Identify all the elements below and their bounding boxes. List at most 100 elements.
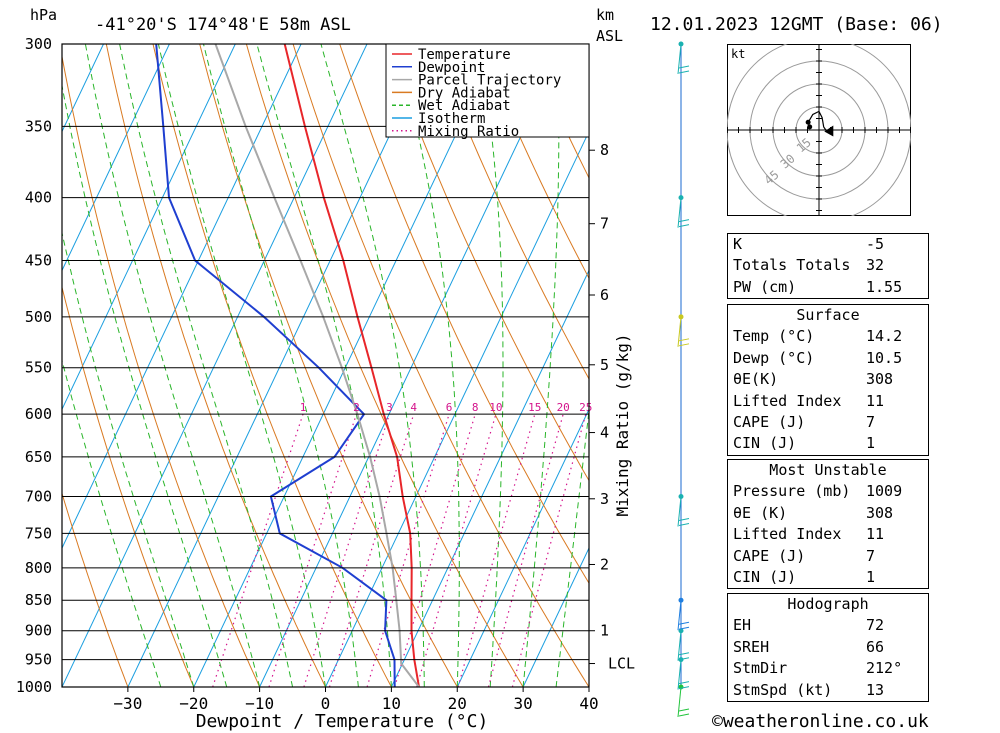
location-title: -41°20'S 174°48'E 58m ASL xyxy=(95,15,351,35)
table-row: Temp (°C) 14.2 xyxy=(728,326,928,347)
legend-entry: Isotherm xyxy=(418,111,485,127)
legend-entry: Dewpoint xyxy=(418,60,485,76)
row-value: -5 xyxy=(866,235,885,253)
pressure-tick-label: 900 xyxy=(25,622,52,640)
dry-adiabat-line xyxy=(199,44,458,687)
row-label: Temp (°C) xyxy=(733,327,815,346)
row-value: 72 xyxy=(866,616,885,635)
table-row: θE (K) 308 xyxy=(728,503,928,524)
mixing-ratio-label: 10 xyxy=(489,401,502,414)
row-label: Lifted Index xyxy=(733,525,842,544)
row-value: 308 xyxy=(866,503,894,522)
dry-adiabat-line xyxy=(947,44,1000,687)
km-tick-label: 7 xyxy=(600,215,609,233)
km-tick-label: 2 xyxy=(600,555,609,573)
mixing-ratio-line xyxy=(416,414,497,687)
dry-adiabat-line xyxy=(993,44,1000,687)
mixing-ratio-line xyxy=(366,414,450,687)
mixing-ratio-label: 4 xyxy=(410,401,417,414)
dry-adiabat-line xyxy=(105,44,326,687)
row-label: StmSpd (kt) xyxy=(733,680,833,699)
pressure-tick-label: 800 xyxy=(25,559,52,577)
row-value: 13 xyxy=(866,680,885,699)
hodograph-unit-label: kt xyxy=(731,47,745,61)
pressure-tick-label: 350 xyxy=(25,117,52,135)
pressure-tick-label: 700 xyxy=(25,488,52,506)
isotherm-line xyxy=(259,44,566,687)
pressure-tick-label: 650 xyxy=(25,448,52,466)
indices-panel: K -5 Totals Totals 32 PW (cm) 1.55 xyxy=(727,233,929,300)
mixing-ratio-line xyxy=(303,414,390,687)
wet-adiabat-line xyxy=(62,83,228,687)
mixing-ratio-line xyxy=(487,414,564,687)
table-row: CIN (J) 1 xyxy=(728,433,928,454)
km-unit-label: km xyxy=(596,6,614,24)
most-unstable-title: Most Unstable xyxy=(769,461,887,479)
row-value: 1 xyxy=(866,567,876,586)
isotherm-line xyxy=(62,44,368,687)
x-axis-title: Dewpoint / Temperature (°C) xyxy=(196,711,489,732)
row-label: CIN (J) xyxy=(733,567,797,586)
wet-adiabat-line xyxy=(522,44,560,687)
mixing-ratio-axis-title: Mixing Ratio (g/kg) xyxy=(613,333,632,516)
row-value: 7 xyxy=(866,412,876,431)
wind-barb xyxy=(677,494,690,527)
pressure-tick-label: 850 xyxy=(25,591,52,609)
table-row: Pressure (mb) 1009 xyxy=(728,481,928,502)
row-label: Dewp (°C) xyxy=(733,348,815,367)
x-tick-label: −10 xyxy=(245,694,274,713)
legend-entry: Mixing Ratio xyxy=(418,124,519,140)
mixing-ratio-label: 1 xyxy=(300,401,307,414)
wind-barb xyxy=(677,314,690,347)
isotherm-line xyxy=(193,44,500,687)
isotherm-line xyxy=(390,269,589,687)
mixing-ratio-label: 15 xyxy=(528,401,541,414)
row-label: CIN (J) xyxy=(733,434,797,453)
x-tick-label: 0 xyxy=(321,694,331,713)
isotherm-line xyxy=(325,130,589,687)
mixing-ratio-line xyxy=(457,414,536,687)
mixing-ratio-label: 6 xyxy=(446,401,453,414)
mixing-ratio-line xyxy=(394,414,476,687)
wind-profile xyxy=(677,41,690,718)
table-row: Lifted Index 11 xyxy=(728,524,928,545)
wind-barb xyxy=(677,657,690,690)
row-value: 32 xyxy=(866,256,885,275)
row-value: 1.55 xyxy=(866,277,903,296)
x-tick-label: −20 xyxy=(179,694,208,713)
table-row: K -5 xyxy=(728,234,928,255)
table-row: CAPE (J) 7 xyxy=(728,412,928,433)
dry-adiabat-line xyxy=(385,44,589,482)
row-label: CAPE (J) xyxy=(733,546,806,565)
km-tick-label: 1 xyxy=(600,622,609,640)
km-tick-label: 6 xyxy=(600,286,609,304)
wet-adiabat-line xyxy=(478,44,504,687)
isotherm-line xyxy=(62,44,170,272)
x-tick-label: 30 xyxy=(513,694,532,713)
legend-entry: Temperature xyxy=(418,47,511,63)
dry-adiabat-line xyxy=(62,491,129,687)
mixing-ratio-label: 2 xyxy=(353,401,360,414)
isotherm-line xyxy=(456,408,589,687)
wet-adiabat-line xyxy=(84,44,261,687)
row-label: StmDir xyxy=(733,659,788,678)
row-label: PW (cm) xyxy=(733,277,797,296)
row-value: 7 xyxy=(866,546,876,565)
isotherm-line xyxy=(127,44,434,687)
surface-title: Surface xyxy=(796,306,860,324)
wet-adiabat-line xyxy=(119,44,294,687)
row-label: Pressure (mb) xyxy=(733,482,851,501)
dry-adiabat-line xyxy=(245,44,524,687)
pressure-tick-label: 1000 xyxy=(16,678,52,696)
table-row: StmDir 212° xyxy=(728,658,928,679)
pressure-tick-label: 500 xyxy=(25,308,52,326)
pressure-tick-label: 300 xyxy=(25,35,52,53)
x-tick-label: −30 xyxy=(113,694,142,713)
legend-entry: Parcel Trajectory xyxy=(418,73,561,89)
mixing-ratio-label: 25 xyxy=(579,401,592,414)
legend-entry: Wet Adiabat xyxy=(418,98,511,114)
asl-unit-label: ASL xyxy=(596,27,623,45)
pressure-tick-label: 550 xyxy=(25,359,52,377)
